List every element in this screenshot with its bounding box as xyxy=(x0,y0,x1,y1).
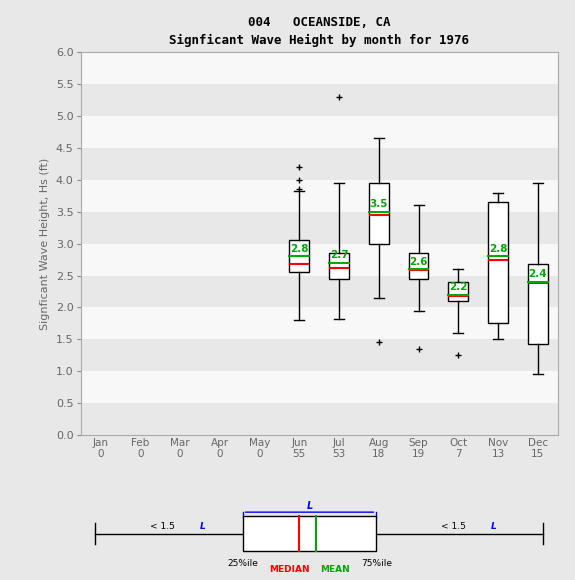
Title: 004   OCEANSIDE, CA
Signficant Wave Height by month for 1976: 004 OCEANSIDE, CA Signficant Wave Height… xyxy=(169,16,469,47)
PathPatch shape xyxy=(488,202,508,323)
Text: < 1.5: < 1.5 xyxy=(150,521,178,531)
Text: 2.6: 2.6 xyxy=(409,256,428,267)
Text: 3.5: 3.5 xyxy=(370,199,388,209)
Bar xyxy=(81,307,558,339)
Y-axis label: Signficant Wave Height, Hs (ft): Signficant Wave Height, Hs (ft) xyxy=(40,158,50,329)
Text: 2.8: 2.8 xyxy=(489,244,507,254)
Text: L: L xyxy=(200,521,205,531)
Bar xyxy=(81,339,558,371)
Bar xyxy=(81,84,558,116)
Bar xyxy=(81,148,558,180)
Bar xyxy=(81,212,558,244)
PathPatch shape xyxy=(528,264,548,345)
PathPatch shape xyxy=(409,253,428,278)
Bar xyxy=(81,52,558,84)
Text: < 1.5: < 1.5 xyxy=(441,521,469,531)
Text: MEAN: MEAN xyxy=(320,566,350,575)
PathPatch shape xyxy=(289,240,309,272)
Text: 2.8: 2.8 xyxy=(290,244,309,254)
Text: 25%ile: 25%ile xyxy=(227,559,258,568)
Bar xyxy=(81,371,558,403)
Bar xyxy=(81,276,558,307)
Text: 2.4: 2.4 xyxy=(528,269,547,280)
PathPatch shape xyxy=(329,253,349,278)
Bar xyxy=(81,116,558,148)
Text: L: L xyxy=(490,521,496,531)
Text: 2.2: 2.2 xyxy=(449,282,467,292)
Bar xyxy=(243,516,377,551)
Text: MEDIAN: MEDIAN xyxy=(269,566,310,575)
Text: L: L xyxy=(306,501,313,511)
Text: 75%ile: 75%ile xyxy=(361,559,392,568)
Bar xyxy=(81,403,558,435)
PathPatch shape xyxy=(369,183,389,244)
PathPatch shape xyxy=(448,282,468,301)
Bar xyxy=(81,180,558,212)
Bar xyxy=(81,244,558,276)
Text: 2.7: 2.7 xyxy=(329,250,348,260)
